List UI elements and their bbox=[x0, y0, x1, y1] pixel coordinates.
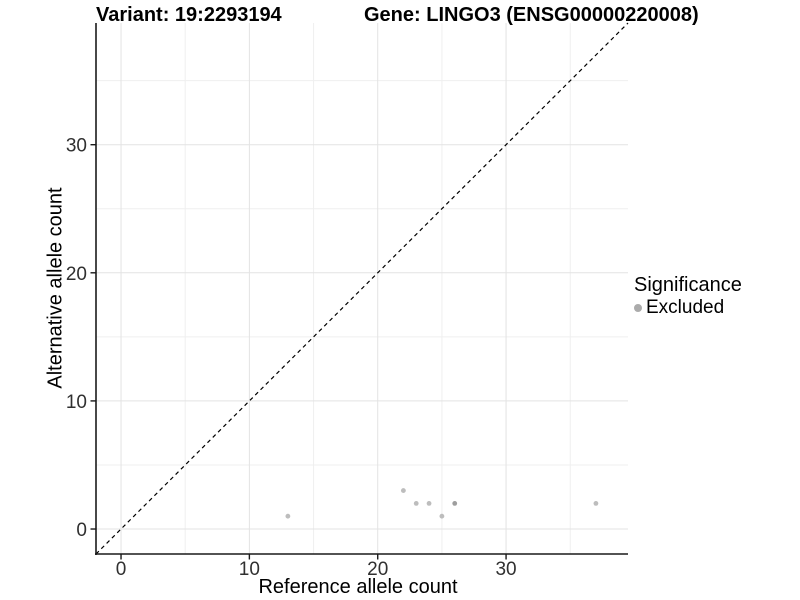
y-axis-label: Alternative allele count bbox=[44, 187, 67, 389]
data-point bbox=[439, 513, 445, 519]
x-tick-label: 30 bbox=[495, 559, 516, 580]
x-tick-label: 10 bbox=[239, 559, 260, 580]
data-point bbox=[593, 500, 599, 506]
x-tick-label: 0 bbox=[116, 559, 127, 580]
legend-item-excluded: Excluded bbox=[634, 297, 742, 318]
legend: Significance Excluded bbox=[634, 274, 742, 318]
legend-item-label: Excluded bbox=[646, 297, 725, 318]
x-tick-label: 20 bbox=[367, 559, 388, 580]
plot-title-gene: Gene: LINGO3 (ENSG00000220008) bbox=[364, 4, 699, 26]
y-tick-label: 0 bbox=[76, 520, 87, 541]
data-point bbox=[400, 488, 406, 493]
data-point bbox=[413, 500, 419, 506]
plot-title-variant: Variant: 19:2293194 bbox=[96, 4, 282, 26]
data-point bbox=[452, 500, 458, 506]
x-axis-label: Reference allele count bbox=[258, 576, 458, 598]
data-point bbox=[285, 513, 291, 519]
identity-line bbox=[95, 22, 629, 555]
y-tick-label: 20 bbox=[66, 264, 87, 285]
data-point bbox=[426, 500, 432, 506]
y-tick-label: 10 bbox=[66, 392, 87, 413]
y-tick-label: 30 bbox=[66, 136, 87, 157]
legend-key-dot-icon bbox=[634, 303, 642, 312]
legend-title: Significance bbox=[634, 274, 742, 296]
